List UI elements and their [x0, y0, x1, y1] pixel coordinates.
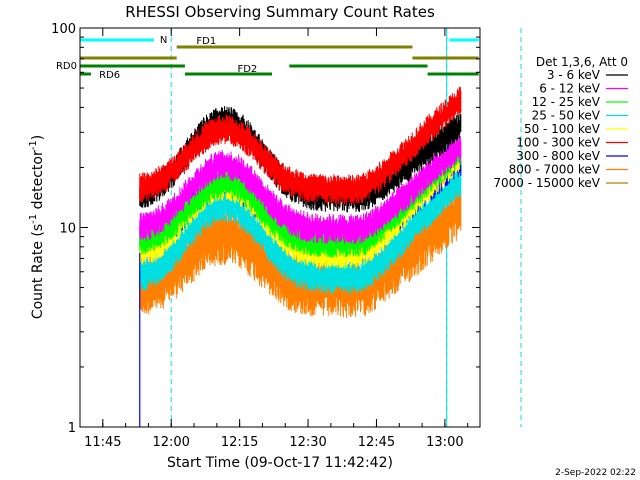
legend-entry-label-5: 100 - 300 keV: [516, 136, 600, 150]
legend-entry-label-7: 800 - 7000 keV: [509, 163, 601, 177]
y-tick-label-0: 1: [68, 421, 76, 436]
flag-n-label: N: [160, 35, 167, 46]
series-1-line: [139, 134, 462, 245]
series-5-line: [139, 86, 462, 205]
legend-entry-label-2: 12 - 25 keV: [532, 95, 601, 109]
flag-fd1-label: FD1: [196, 36, 216, 47]
x-axis-ticks: 11:45 12:00 12:15 12:30 12:45 13:00: [84, 28, 469, 450]
series-3-line: [139, 165, 462, 295]
date-stamp: 2-Sep-2022 02:22: [555, 468, 636, 478]
data-layer: [79, 28, 522, 427]
legend-entry-label-4: 50 - 100 keV: [524, 122, 601, 136]
legend-entry-label-1: 6 - 12 keV: [539, 82, 601, 96]
legend-title: Det 1,3,6, Att 0: [536, 55, 628, 69]
x-tick-label-1: 12:00: [152, 435, 189, 450]
y-tick-label-2: 100: [51, 22, 76, 37]
x-tick-label-2: 12:15: [221, 435, 258, 450]
x-tick-label-4: 12:45: [358, 435, 395, 450]
x-tick-label-5: 13:00: [426, 435, 463, 450]
y-axis-label: Count Rate (s-1 detector-1): [28, 135, 46, 319]
x-tick-label-0: 11:45: [84, 435, 121, 450]
legend-entry-label-0: 3 - 6 keV: [547, 68, 601, 82]
legend-entry-label-6: 300 - 800 keV: [516, 149, 600, 163]
flag-fd2-label: FD2: [237, 64, 257, 75]
flag-rd0-label: RD0: [56, 61, 77, 72]
legend-entry-label-8: 7000 - 15000 keV: [493, 176, 600, 190]
y-tick-label-1: 10: [59, 222, 76, 237]
legend-entry-label-3: 25 - 50 keV: [532, 109, 601, 123]
flag-rd6-label: RD6: [99, 70, 120, 81]
flag-bars: N FD1 FD2 RD0 RD6: [56, 35, 479, 81]
chart-title: RHESSI Observing Summary Count Rates: [125, 3, 435, 21]
x-tick-label-3: 12:30: [289, 435, 326, 450]
x-axis-label: Start Time (09-Oct-17 11:42:42): [167, 455, 393, 471]
y-axis-ticks: 1 10 100: [51, 22, 480, 436]
